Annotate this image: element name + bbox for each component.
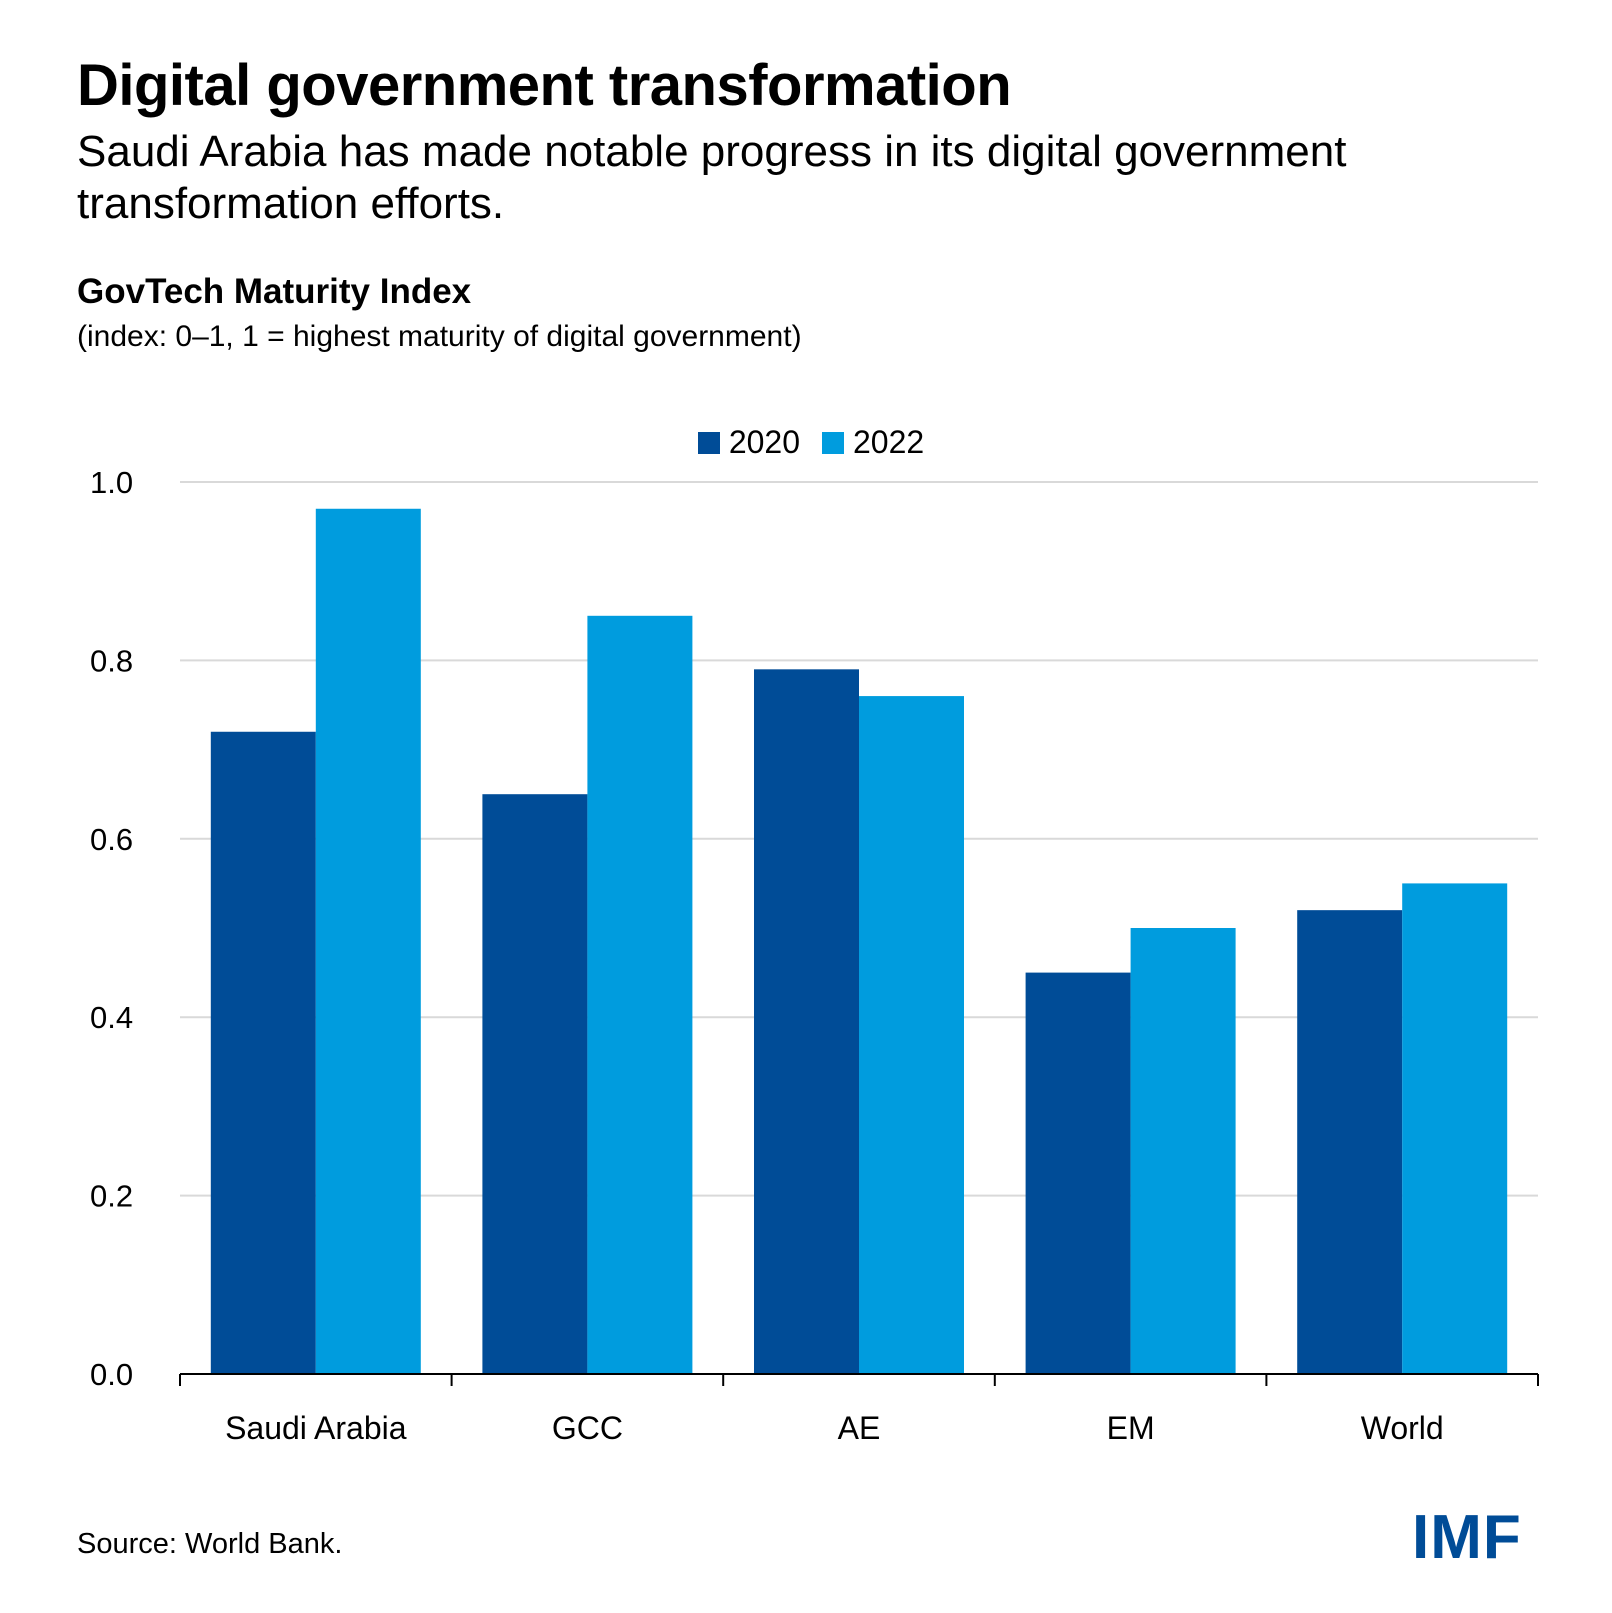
legend-swatch-2022 <box>822 431 844 454</box>
bar-2020 <box>1297 910 1403 1374</box>
imf-logo: IMF <box>1412 1503 1522 1572</box>
x-tick-label: EM <box>1107 1410 1155 1446</box>
bar-2020 <box>1025 972 1131 1374</box>
legend: 2020 2022 <box>0 424 1612 461</box>
bar-2022 <box>1130 928 1236 1374</box>
y-tick-label: 0.8 <box>90 643 133 678</box>
x-tick-label: World <box>1361 1410 1444 1446</box>
y-tick-label: 1.0 <box>90 465 133 500</box>
bar-2020 <box>482 794 588 1374</box>
y-tick-label: 0.2 <box>90 1179 133 1214</box>
y-tick-label: 0.0 <box>90 1357 133 1392</box>
bar-2020 <box>210 731 316 1374</box>
legend-item-2022: 2022 <box>822 424 924 461</box>
source-note: Source: World Bank. <box>77 1528 343 1560</box>
legend-swatch-2020 <box>697 431 720 454</box>
page-title: Digital government transformation <box>77 53 1012 118</box>
bar-2022 <box>859 696 964 1374</box>
bar-2022 <box>587 615 693 1374</box>
chart-subtitle: (index: 0–1, 1 = highest maturity of dig… <box>77 320 802 353</box>
bar-2022 <box>315 508 421 1374</box>
y-tick-label: 0.4 <box>90 1000 133 1035</box>
page-subtitle: Saudi Arabia has made notable progress i… <box>77 127 1347 228</box>
legend-label-2022: 2022 <box>853 424 925 460</box>
x-tick-label: AE <box>838 1410 881 1446</box>
y-tick-label: 0.6 <box>90 822 133 857</box>
chart-title: GovTech Maturity Index <box>77 272 472 311</box>
x-tick-label: GCC <box>552 1410 623 1446</box>
legend-item-2020: 2020 <box>697 424 800 461</box>
x-tick-label: Saudi Arabia <box>225 1410 407 1446</box>
bar-2020 <box>754 669 859 1374</box>
legend-label-2020: 2020 <box>728 424 800 460</box>
bar-2022 <box>1402 883 1508 1374</box>
